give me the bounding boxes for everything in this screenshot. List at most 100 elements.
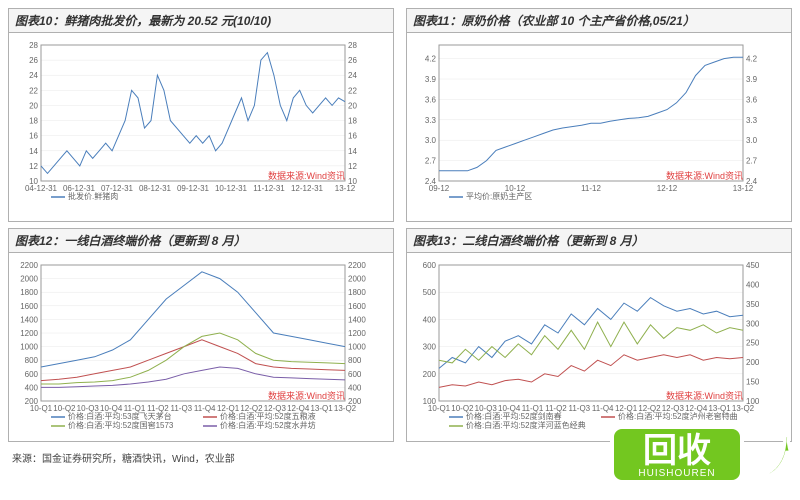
svg-text:1600: 1600 [20, 302, 38, 311]
svg-text:300: 300 [746, 319, 760, 328]
svg-text:20: 20 [29, 101, 38, 110]
panel-chart-11: 图表11：原奶价格（农业部 10 个主产省价格,05/21） 2.42.73.0… [406, 8, 792, 222]
svg-text:1400: 1400 [20, 315, 38, 324]
chart-12-title: 图表12：一线白酒终端价格（更新到 8 月） [9, 229, 393, 253]
svg-text:13-12: 13-12 [335, 184, 356, 193]
svg-text:3.6: 3.6 [425, 95, 437, 104]
svg-text:800: 800 [348, 356, 362, 365]
svg-text:10-Q1: 10-Q1 [428, 404, 451, 413]
svg-text:3.9: 3.9 [746, 75, 758, 84]
svg-text:1800: 1800 [20, 288, 38, 297]
svg-text:200: 200 [423, 370, 437, 379]
svg-text:批发价.鲜猪肉: 批发价.鲜猪肉 [68, 191, 118, 201]
svg-text:300: 300 [423, 343, 437, 352]
svg-text:14: 14 [29, 147, 38, 156]
svg-text:200: 200 [746, 358, 760, 367]
svg-text:11-Q3: 11-Q3 [568, 404, 590, 413]
svg-text:24: 24 [348, 71, 357, 80]
svg-text:12-12: 12-12 [657, 184, 678, 193]
svg-text:400: 400 [25, 383, 39, 392]
svg-text:10-Q1: 10-Q1 [30, 404, 53, 413]
svg-text:09-12: 09-12 [429, 184, 450, 193]
svg-text:500: 500 [423, 288, 437, 297]
svg-text:平均价:原奶主产区: 平均价:原奶主产区 [466, 191, 532, 201]
svg-text:3.0: 3.0 [425, 136, 437, 145]
svg-text:3.9: 3.9 [425, 75, 437, 84]
svg-text:22: 22 [348, 86, 357, 95]
svg-text:1200: 1200 [20, 329, 38, 338]
svg-text:11-12: 11-12 [581, 184, 601, 193]
svg-text:价格:白酒:平均:52度水井坊: 价格:白酒:平均:52度水井坊 [220, 420, 316, 430]
chart-11-area: 2.42.73.03.33.63.94.22.42.73.03.33.63.94… [407, 33, 791, 221]
svg-text:600: 600 [25, 370, 39, 379]
svg-text:3.6: 3.6 [746, 95, 758, 104]
chart-13-area: 1002003004005006001001502002503003504004… [407, 253, 791, 441]
svg-text:1000: 1000 [348, 343, 366, 352]
svg-text:1800: 1800 [348, 288, 366, 297]
svg-text:20: 20 [348, 101, 357, 110]
svg-text:350: 350 [746, 300, 760, 309]
svg-text:3.0: 3.0 [746, 136, 758, 145]
svg-text:400: 400 [746, 280, 760, 289]
svg-text:价格:白酒:平均:52度五粮液: 价格:白酒:平均:52度五粮液 [220, 411, 316, 421]
svg-text:12: 12 [29, 162, 38, 171]
svg-text:18: 18 [348, 117, 357, 126]
chart-13-title: 图表13：二线白酒终端价格（更新到 8 月） [407, 229, 791, 253]
svg-text:1600: 1600 [348, 302, 366, 311]
svg-text:28: 28 [348, 41, 357, 50]
svg-text:600: 600 [348, 370, 362, 379]
svg-text:2200: 2200 [20, 261, 38, 270]
panel-chart-12: 图表12：一线白酒终端价格（更新到 8 月） 20040060080010001… [8, 228, 394, 442]
chart-grid: 图表10：鲜猪肉批发价，最新为 20.52 元(10/10) 101214161… [8, 8, 792, 442]
svg-text:12-12-31: 12-12-31 [291, 184, 324, 193]
svg-text:11-12-31: 11-12-31 [253, 184, 285, 193]
svg-text:数据来源:Wind资讯: 数据来源:Wind资讯 [666, 390, 743, 401]
svg-text:4.2: 4.2 [425, 55, 437, 64]
svg-text:22: 22 [29, 86, 38, 95]
svg-text:13-12: 13-12 [733, 184, 754, 193]
svg-text:450: 450 [746, 261, 760, 270]
svg-text:价格:白酒:平均:52度洋河蓝色经典: 价格:白酒:平均:52度洋河蓝色经典 [466, 420, 586, 430]
svg-text:数据来源:Wind资讯: 数据来源:Wind资讯 [666, 170, 743, 181]
svg-text:13-Q2: 13-Q2 [334, 404, 357, 413]
svg-text:400: 400 [423, 315, 437, 324]
svg-text:11-Q4: 11-Q4 [194, 404, 216, 413]
svg-text:24: 24 [29, 71, 38, 80]
svg-text:2.7: 2.7 [425, 157, 437, 166]
svg-text:800: 800 [25, 356, 39, 365]
svg-text:1200: 1200 [348, 329, 366, 338]
svg-text:价格:白酒:平均:52度国窖1573: 价格:白酒:平均:52度国窖1573 [68, 420, 174, 430]
svg-text:3.3: 3.3 [425, 116, 437, 125]
svg-text:数据来源:Wind资讯: 数据来源:Wind资讯 [268, 170, 345, 181]
svg-text:HUISHOUREN: HUISHOUREN [638, 468, 715, 479]
svg-text:价格:白酒:平均:52度剑南春: 价格:白酒:平均:52度剑南春 [466, 411, 562, 421]
svg-text:4.2: 4.2 [746, 55, 758, 64]
chart-11-title: 图表11：原奶价格（农业部 10 个主产省价格,05/21） [407, 9, 791, 33]
svg-text:600: 600 [423, 261, 437, 270]
svg-text:2200: 2200 [348, 261, 366, 270]
svg-text:16: 16 [29, 132, 38, 141]
svg-text:1000: 1000 [20, 343, 38, 352]
svg-text:18: 18 [29, 117, 38, 126]
svg-text:08-12-31: 08-12-31 [139, 184, 172, 193]
svg-text:1400: 1400 [348, 315, 366, 324]
svg-text:价格:白酒:平均:53度飞天茅台: 价格:白酒:平均:53度飞天茅台 [68, 411, 172, 421]
svg-text:价格:白酒:平均:52度泸州老窖特曲: 价格:白酒:平均:52度泸州老窖特曲 [618, 411, 738, 421]
svg-text:150: 150 [746, 378, 760, 387]
svg-text:250: 250 [746, 339, 760, 348]
svg-text:12: 12 [348, 162, 357, 171]
svg-text:28: 28 [29, 41, 38, 50]
svg-text:400: 400 [348, 383, 362, 392]
svg-text:11-Q4: 11-Q4 [592, 404, 614, 413]
svg-text:2.7: 2.7 [746, 157, 758, 166]
svg-text:16: 16 [348, 132, 357, 141]
panel-chart-13: 图表13：二线白酒终端价格（更新到 8 月） 10020030040050060… [406, 228, 792, 442]
svg-text:2000: 2000 [348, 275, 366, 284]
svg-text:10-12-31: 10-12-31 [215, 184, 248, 193]
svg-text:2000: 2000 [20, 275, 38, 284]
panel-chart-10: 图表10：鲜猪肉批发价，最新为 20.52 元(10/10) 101214161… [8, 8, 394, 222]
chart-10-area: 1012141618202224262810121416182022242628… [9, 33, 393, 221]
svg-text:26: 26 [348, 56, 357, 65]
svg-text:09-12-31: 09-12-31 [177, 184, 210, 193]
source-footer: 来源：国金证券研究所，糖酒快讯，Wind，农业部 [8, 450, 792, 465]
